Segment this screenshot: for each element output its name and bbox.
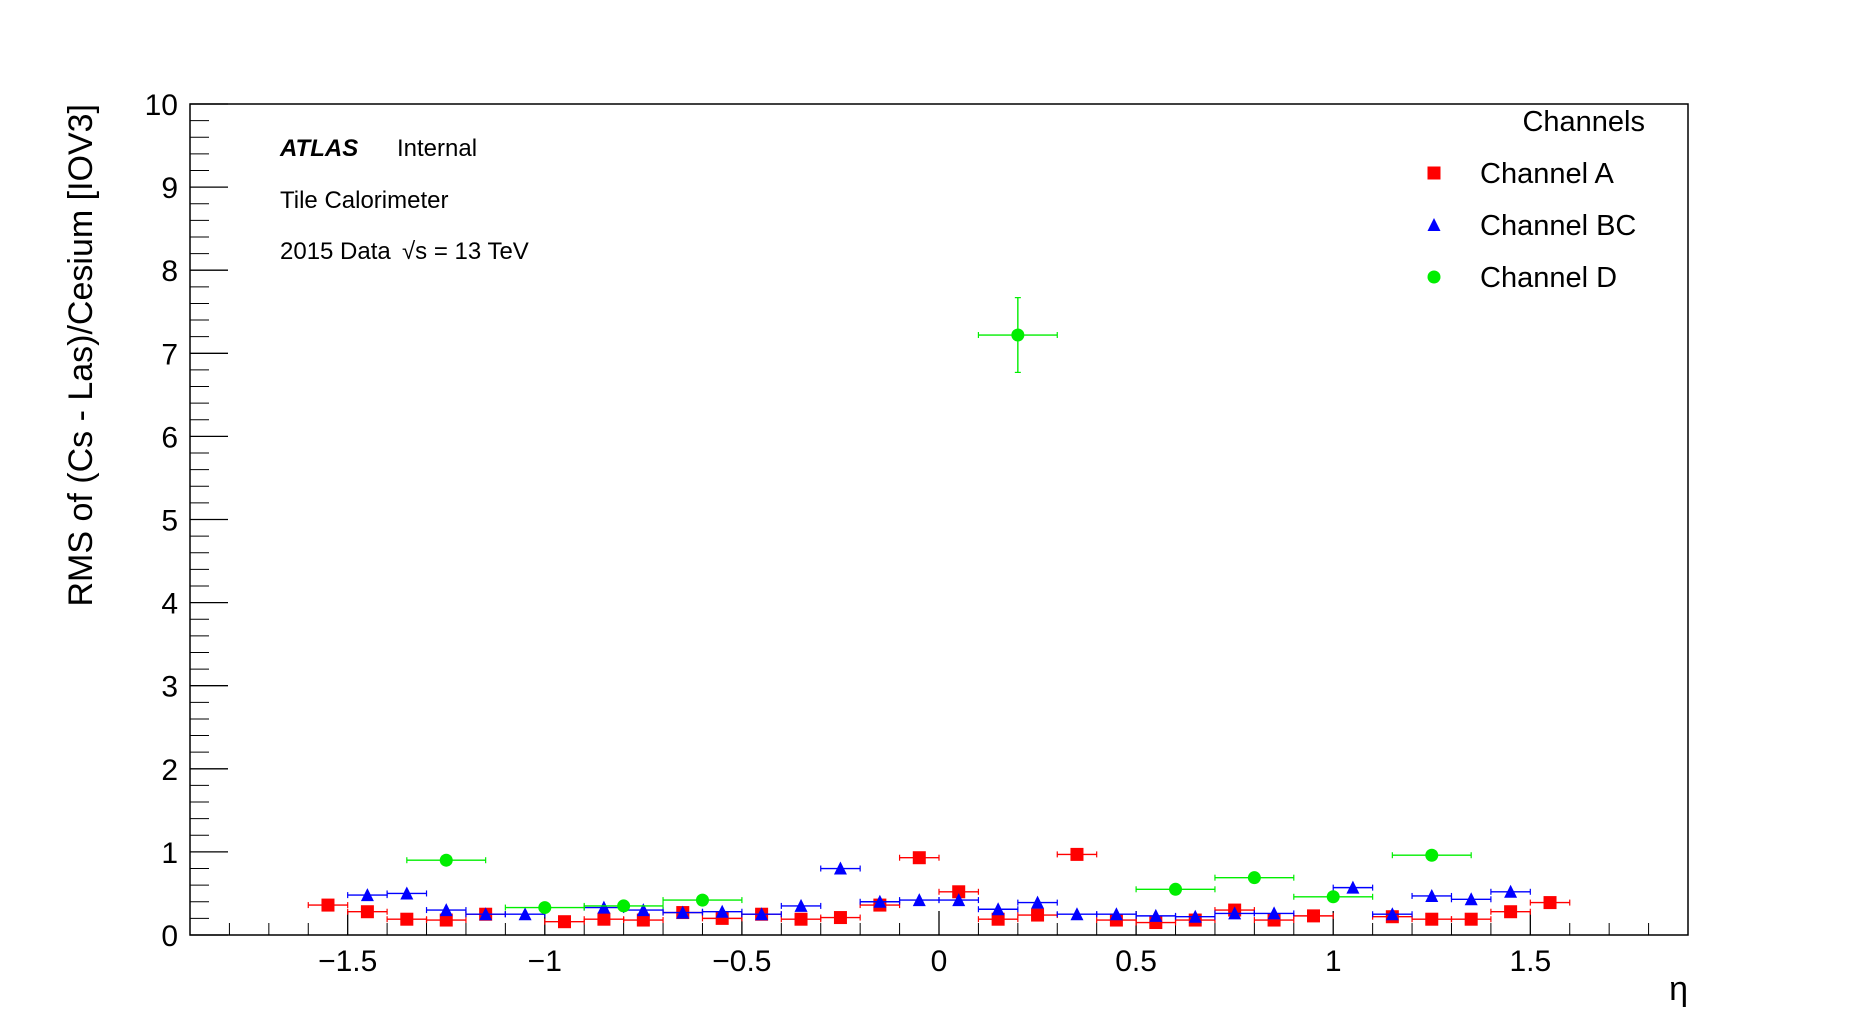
data-point bbox=[1011, 328, 1025, 342]
data-point bbox=[873, 894, 887, 908]
data-point bbox=[1464, 912, 1478, 926]
data-point bbox=[794, 912, 808, 926]
data-point bbox=[1425, 848, 1439, 862]
data-point bbox=[439, 903, 453, 917]
data-point bbox=[1385, 907, 1399, 921]
x-axis-title: η bbox=[1669, 970, 1688, 1008]
data-point bbox=[1267, 906, 1281, 920]
y-tick-label: 9 bbox=[161, 172, 178, 205]
data-point bbox=[1504, 905, 1518, 919]
data-point bbox=[439, 913, 453, 927]
x-tick-label: −0.5 bbox=[712, 945, 771, 978]
data-point bbox=[991, 902, 1005, 916]
atlas-label: ATLAS bbox=[279, 135, 358, 162]
legend: Channel A Channel BC Channel D bbox=[1427, 158, 1636, 294]
data-point bbox=[1109, 907, 1123, 921]
y-tick-label: 0 bbox=[161, 920, 178, 953]
y-tick-label: 8 bbox=[161, 255, 178, 288]
legend-label: Channel A bbox=[1480, 158, 1614, 190]
data-point bbox=[695, 893, 709, 907]
data-point bbox=[1543, 896, 1557, 910]
x-tick-label: 0.5 bbox=[1115, 945, 1157, 978]
data-point bbox=[755, 907, 769, 921]
data-point bbox=[1031, 908, 1045, 922]
y-tick-label: 10 bbox=[145, 89, 178, 122]
legend-marker bbox=[1427, 218, 1441, 231]
data-point bbox=[1504, 884, 1518, 898]
legend-title: Channels bbox=[1522, 106, 1645, 138]
y-tick-label: 4 bbox=[161, 588, 178, 621]
data-point bbox=[1149, 908, 1163, 922]
data-point bbox=[1070, 847, 1084, 861]
data-point bbox=[1326, 890, 1340, 904]
internal-label: Internal bbox=[397, 135, 477, 162]
detector-label: Tile Calorimeter bbox=[280, 187, 448, 214]
x-tick-label: 1 bbox=[1325, 945, 1342, 978]
data-point bbox=[1031, 895, 1045, 909]
data-point bbox=[1169, 882, 1183, 896]
energy-label: √s = 13 TeV bbox=[402, 238, 529, 265]
y-axis-title: RMS of (Cs - Las)/Cesium [IOV3] bbox=[62, 104, 100, 607]
data-point bbox=[1188, 909, 1202, 923]
y-tick-label: 6 bbox=[161, 421, 178, 454]
data-point bbox=[360, 888, 374, 902]
x-tick-label: −1.5 bbox=[318, 945, 377, 978]
data-point bbox=[1247, 871, 1261, 885]
data-point bbox=[558, 915, 571, 929]
data-point bbox=[1307, 909, 1320, 923]
data-point bbox=[1228, 906, 1242, 920]
data-point bbox=[715, 904, 729, 918]
data-point bbox=[912, 851, 926, 865]
plot-frame bbox=[189, 103, 1689, 936]
legend-label: Channel D bbox=[1480, 262, 1617, 294]
y-tick-label: 2 bbox=[161, 754, 178, 787]
data-points bbox=[307, 297, 1571, 930]
legend-label: Channel BC bbox=[1480, 210, 1636, 242]
data-point bbox=[400, 912, 414, 926]
data-point bbox=[833, 911, 847, 925]
data-point bbox=[518, 907, 532, 921]
data-point bbox=[321, 898, 335, 912]
y-tick-label: 5 bbox=[161, 505, 178, 538]
data-point bbox=[952, 885, 966, 899]
data-point bbox=[794, 898, 808, 912]
data-point bbox=[538, 901, 552, 915]
y-tick-label: 3 bbox=[161, 671, 178, 704]
x-tick-label: 1.5 bbox=[1509, 945, 1551, 978]
data-point bbox=[1346, 880, 1360, 894]
data-point bbox=[912, 893, 926, 907]
axes: 0 1 2 3 4 5 6 7 8 9 10 −1.5 −1 −0.5 0 0.5 1 1.5 bbox=[145, 89, 1650, 978]
legend-marker bbox=[1427, 270, 1441, 284]
series-channel-d bbox=[406, 297, 1472, 915]
data-point bbox=[439, 853, 453, 867]
data-point bbox=[833, 861, 847, 875]
data-point bbox=[1425, 888, 1439, 902]
data-point bbox=[991, 912, 1005, 926]
dataset-label: 2015 Data bbox=[280, 238, 391, 265]
data-point bbox=[617, 899, 631, 913]
data-point bbox=[676, 905, 690, 919]
y-tick-label: 1 bbox=[161, 837, 178, 870]
data-point bbox=[952, 893, 966, 907]
data-point bbox=[1464, 892, 1478, 906]
data-point bbox=[1070, 907, 1084, 921]
data-point bbox=[636, 913, 650, 927]
data-point bbox=[1425, 912, 1439, 926]
data-point bbox=[479, 907, 493, 921]
legend-marker bbox=[1427, 166, 1441, 180]
x-tick-label: −1 bbox=[528, 945, 562, 978]
data-point bbox=[400, 886, 414, 900]
x-tick-label: 0 bbox=[931, 945, 948, 978]
data-point bbox=[636, 903, 650, 917]
data-point bbox=[360, 905, 374, 919]
data-point bbox=[597, 900, 611, 914]
y-tick-label: 7 bbox=[161, 338, 178, 371]
data-point bbox=[597, 912, 611, 926]
